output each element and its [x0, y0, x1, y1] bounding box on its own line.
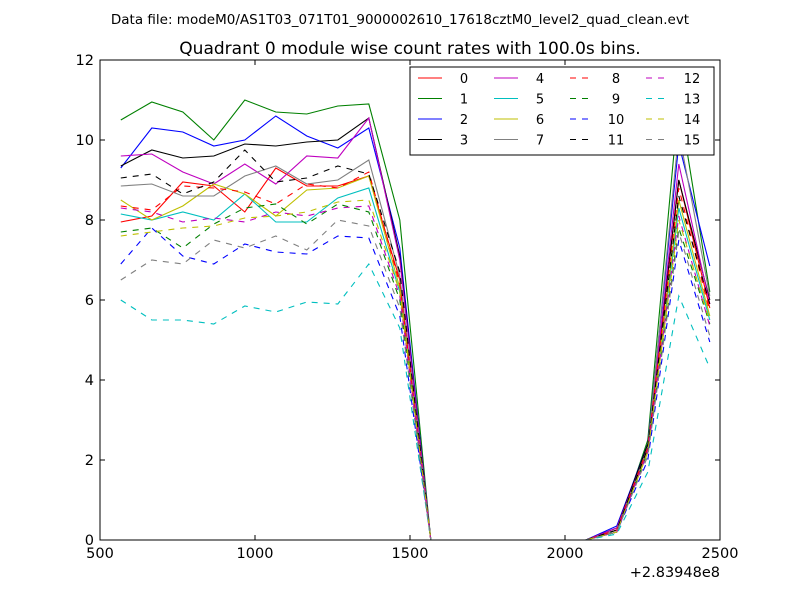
legend-label-14: 14: [684, 113, 701, 128]
legend-label-13: 13: [684, 93, 701, 108]
legend-label-15: 15: [684, 134, 701, 149]
series-line-14: [120, 199, 711, 540]
legend-label-8: 8: [612, 72, 620, 87]
series-line-6: [120, 175, 711, 540]
y-tick-label: 4: [85, 373, 94, 389]
y-tick-label: 12: [76, 53, 94, 69]
series-line-12: [120, 205, 711, 540]
y-tick-label: 0: [85, 533, 94, 549]
series-line-1: [120, 99, 711, 540]
legend-label-12: 12: [684, 72, 701, 87]
x-tick-label: 1000: [237, 546, 274, 562]
series-line-10: [120, 227, 711, 540]
x-tick-label: 2000: [547, 546, 584, 562]
legend-label-9: 9: [612, 93, 620, 108]
series-layer: [120, 99, 711, 540]
legend-label-4: 4: [536, 72, 544, 87]
series-line-15: [120, 219, 711, 540]
figure-suptitle: Data file: modeM0/AS1T03_071T01_90000026…: [111, 12, 689, 28]
legend-label-0: 0: [460, 72, 468, 87]
x-tick-label: 2500: [702, 546, 739, 562]
y-tick-label: 8: [85, 213, 94, 229]
y-tick-label: 6: [85, 293, 94, 309]
series-line-3: [120, 117, 711, 540]
x-tick-label: 1500: [392, 546, 429, 562]
legend-label-3: 3: [460, 134, 468, 149]
series-line-0: [120, 167, 711, 540]
legend-label-6: 6: [536, 113, 544, 128]
series-line-13: [120, 262, 711, 540]
y-tick-label: 10: [76, 133, 94, 149]
series-line-2: [120, 115, 711, 540]
series-line-9: [120, 203, 711, 540]
series-line-5: [120, 187, 711, 540]
chart-title: Quadrant 0 module wise count rates with …: [179, 39, 640, 59]
legend-label-1: 1: [460, 93, 468, 108]
legend-label-11: 11: [608, 134, 625, 149]
legend-box: [409, 66, 715, 156]
series-line-7: [120, 131, 711, 540]
series-line-11: [120, 149, 711, 540]
x-axis-offset-label: +2.83948e8: [630, 565, 720, 581]
y-tick-label: 2: [85, 453, 94, 469]
x-tick-label: 500: [86, 546, 114, 562]
legend-label-7: 7: [536, 134, 544, 149]
series-line-4: [120, 116, 711, 540]
legend-label-2: 2: [460, 113, 468, 128]
legend-label-10: 10: [608, 113, 625, 128]
legend-label-5: 5: [536, 93, 544, 108]
